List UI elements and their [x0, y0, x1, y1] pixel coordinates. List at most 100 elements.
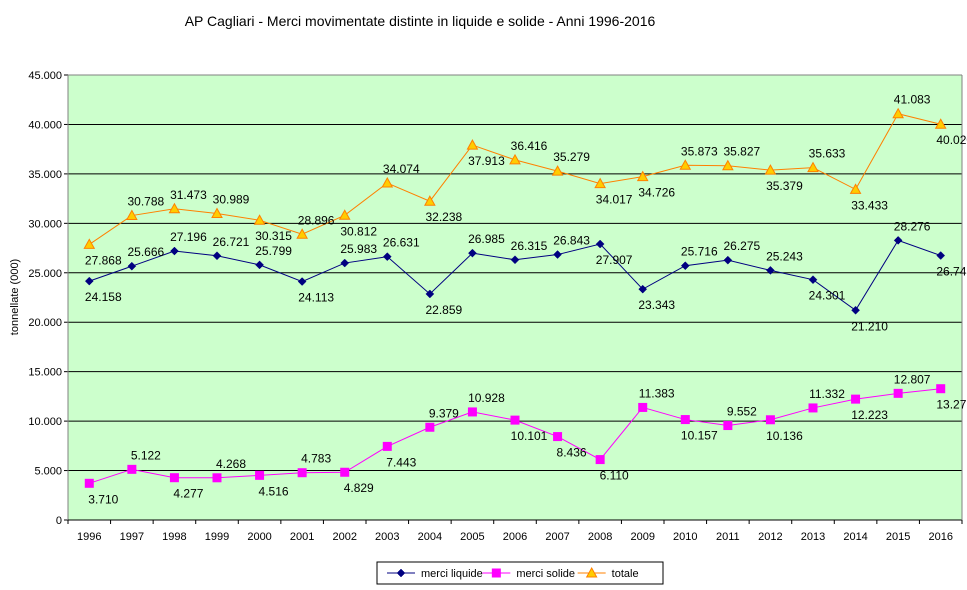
data-point-totale-2016 [934, 118, 947, 129]
chart-title: AP Cagliari - Merci movimentate distinte… [185, 13, 656, 29]
data-label-merci-liquide-2002: 25.983 [340, 242, 377, 256]
data-point-merci-liquide-2003 [382, 252, 392, 262]
x-tick-label-2010: 2010 [673, 531, 697, 543]
data-point-merci-solide-2010 [680, 415, 690, 425]
data-label-merci-liquide-2012: 25.243 [766, 249, 803, 263]
x-tick-label-2002: 2002 [332, 531, 356, 543]
data-point-merci-liquide-2006 [510, 255, 520, 265]
data-point-merci-liquide-2002 [340, 258, 350, 268]
data-label-merci-liquide-1998: 27.196 [170, 230, 207, 244]
data-label-totale-2002: 30.812 [340, 224, 377, 238]
x-tick-label-2007: 2007 [545, 531, 569, 543]
data-point-merci-solide-2011 [723, 421, 733, 431]
data-point-merci-solide-2007 [553, 432, 563, 442]
y-tick-label-1: 5.000 [34, 466, 62, 478]
data-point-totale-2005 [466, 139, 479, 150]
data-point-merci-solide-2002 [340, 467, 350, 477]
data-point-merci-liquide-1996 [84, 276, 94, 286]
data-point-merci-liquide-2013 [808, 275, 818, 285]
data-label-merci-solide-2015: 12.807 [894, 372, 931, 386]
data-label-totale-2015: 41.083 [894, 93, 931, 107]
data-point-totale-2009 [636, 170, 649, 182]
data-label-merci-solide-2003: 7.443 [386, 455, 416, 469]
data-point-totale-2000 [253, 214, 266, 225]
y-tick-label-2: 10.000 [28, 416, 62, 428]
data-label-merci-solide-2013: 11.332 [809, 387, 845, 401]
x-tick-label-2000: 2000 [247, 531, 271, 543]
data-point-merci-solide-2003 [382, 441, 392, 451]
data-label-merci-liquide-2003: 26.631 [383, 236, 420, 250]
data-label-merci-liquide-1999: 26.721 [213, 235, 250, 249]
data-label-merci-solide-1997: 5.122 [131, 448, 161, 462]
y-tick-label-9: 45.000 [28, 70, 62, 82]
data-label-merci-liquide-2010: 25.716 [681, 245, 718, 259]
data-label-merci-solide-2000: 4.516 [259, 484, 289, 498]
data-label-totale-2003: 34.074 [383, 162, 420, 176]
data-label-merci-solide-2004: 9.379 [429, 406, 459, 420]
x-tick-label-2016: 2016 [928, 531, 952, 543]
data-point-merci-solide-2005 [467, 407, 477, 417]
data-label-totale-1998: 31.473 [170, 188, 207, 202]
y-tick-label-4: 20.000 [28, 317, 62, 329]
x-tick-label-2015: 2015 [886, 531, 910, 543]
data-point-merci-liquide-2011 [723, 255, 733, 265]
data-point-totale-2002 [338, 209, 351, 220]
x-tick-label-1999: 1999 [205, 531, 229, 543]
data-point-merci-solide-2014 [851, 394, 861, 404]
data-label-totale-2011: 35.827 [724, 145, 761, 159]
data-point-merci-liquide-1999 [212, 251, 222, 261]
data-point-totale-1999 [211, 207, 223, 219]
data-label-merci-solide-2007: 8.436 [557, 446, 587, 460]
data-point-merci-liquide-2009 [638, 284, 648, 294]
data-point-totale-2006 [509, 153, 521, 165]
data-label-totale-2005: 37.913 [468, 154, 505, 168]
data-label-merci-liquide-2001: 24.113 [298, 291, 334, 305]
data-point-merci-solide-2012 [765, 415, 775, 425]
data-point-merci-liquide-1998 [170, 246, 179, 256]
data-label-merci-solide-2006: 10.101 [511, 429, 548, 443]
y-tick-label-0: 0 [56, 515, 62, 527]
x-tick-label-2004: 2004 [418, 531, 442, 543]
data-point-merci-liquide-2005 [468, 248, 477, 258]
data-point-totale-2010 [679, 159, 692, 170]
legend-label-merci-solide: merci solide [516, 568, 575, 580]
data-point-merci-solide-1997 [127, 464, 137, 474]
data-label-merci-liquide-2014: 21.210 [851, 319, 888, 333]
data-label-merci-liquide-2016: 26.743 [936, 265, 967, 279]
data-label-merci-liquide-2013: 24.301 [809, 289, 846, 303]
data-point-merci-solide-1999 [212, 473, 222, 483]
x-tick-label-1997: 1997 [120, 531, 144, 543]
data-label-merci-liquide-2008: 27.907 [596, 253, 633, 267]
data-point-totale-2003 [381, 177, 394, 188]
y-tick-label-6: 30.000 [28, 218, 62, 230]
data-label-totale-2009: 34.726 [638, 186, 675, 200]
data-point-merci-solide-1996 [84, 478, 94, 488]
data-label-merci-solide-2001: 4.783 [301, 452, 331, 466]
y-tick-label-8: 40.000 [28, 119, 62, 131]
data-point-merci-liquide-2008 [595, 239, 605, 249]
data-label-totale-1996: 27.868 [85, 253, 122, 267]
data-point-totale-2008 [594, 177, 606, 189]
data-point-totale-2013 [807, 161, 819, 173]
data-point-totale-2001 [296, 228, 308, 239]
data-label-merci-liquide-2009: 23.343 [638, 298, 675, 312]
legend: merci liquide merci solide totale [376, 561, 664, 585]
data-point-totale-2015 [892, 107, 904, 119]
data-label-merci-solide-2002: 4.829 [344, 481, 374, 495]
legend-item-totale: totale [577, 566, 639, 580]
data-label-totale-1999: 30.989 [213, 193, 250, 207]
x-tick-label-2008: 2008 [588, 531, 612, 543]
data-label-merci-solide-2011: 9.552 [727, 405, 757, 419]
data-label-merci-liquide-1997: 25.666 [128, 245, 165, 259]
data-point-merci-liquide-2001 [297, 277, 307, 286]
data-label-merci-solide-2008: 6.110 [600, 469, 629, 483]
data-label-merci-liquide-2004: 22.859 [426, 303, 463, 317]
x-tick-label-2012: 2012 [758, 531, 782, 543]
data-label-merci-solide-2005: 10.928 [468, 391, 505, 405]
legend-item-merci-liquide: merci liquide [387, 568, 483, 580]
data-label-merci-solide-1999: 4.268 [216, 457, 246, 471]
data-label-totale-2010: 35.873 [681, 144, 718, 158]
plot-background [68, 75, 962, 520]
data-label-totale-2004: 32.238 [426, 210, 463, 224]
